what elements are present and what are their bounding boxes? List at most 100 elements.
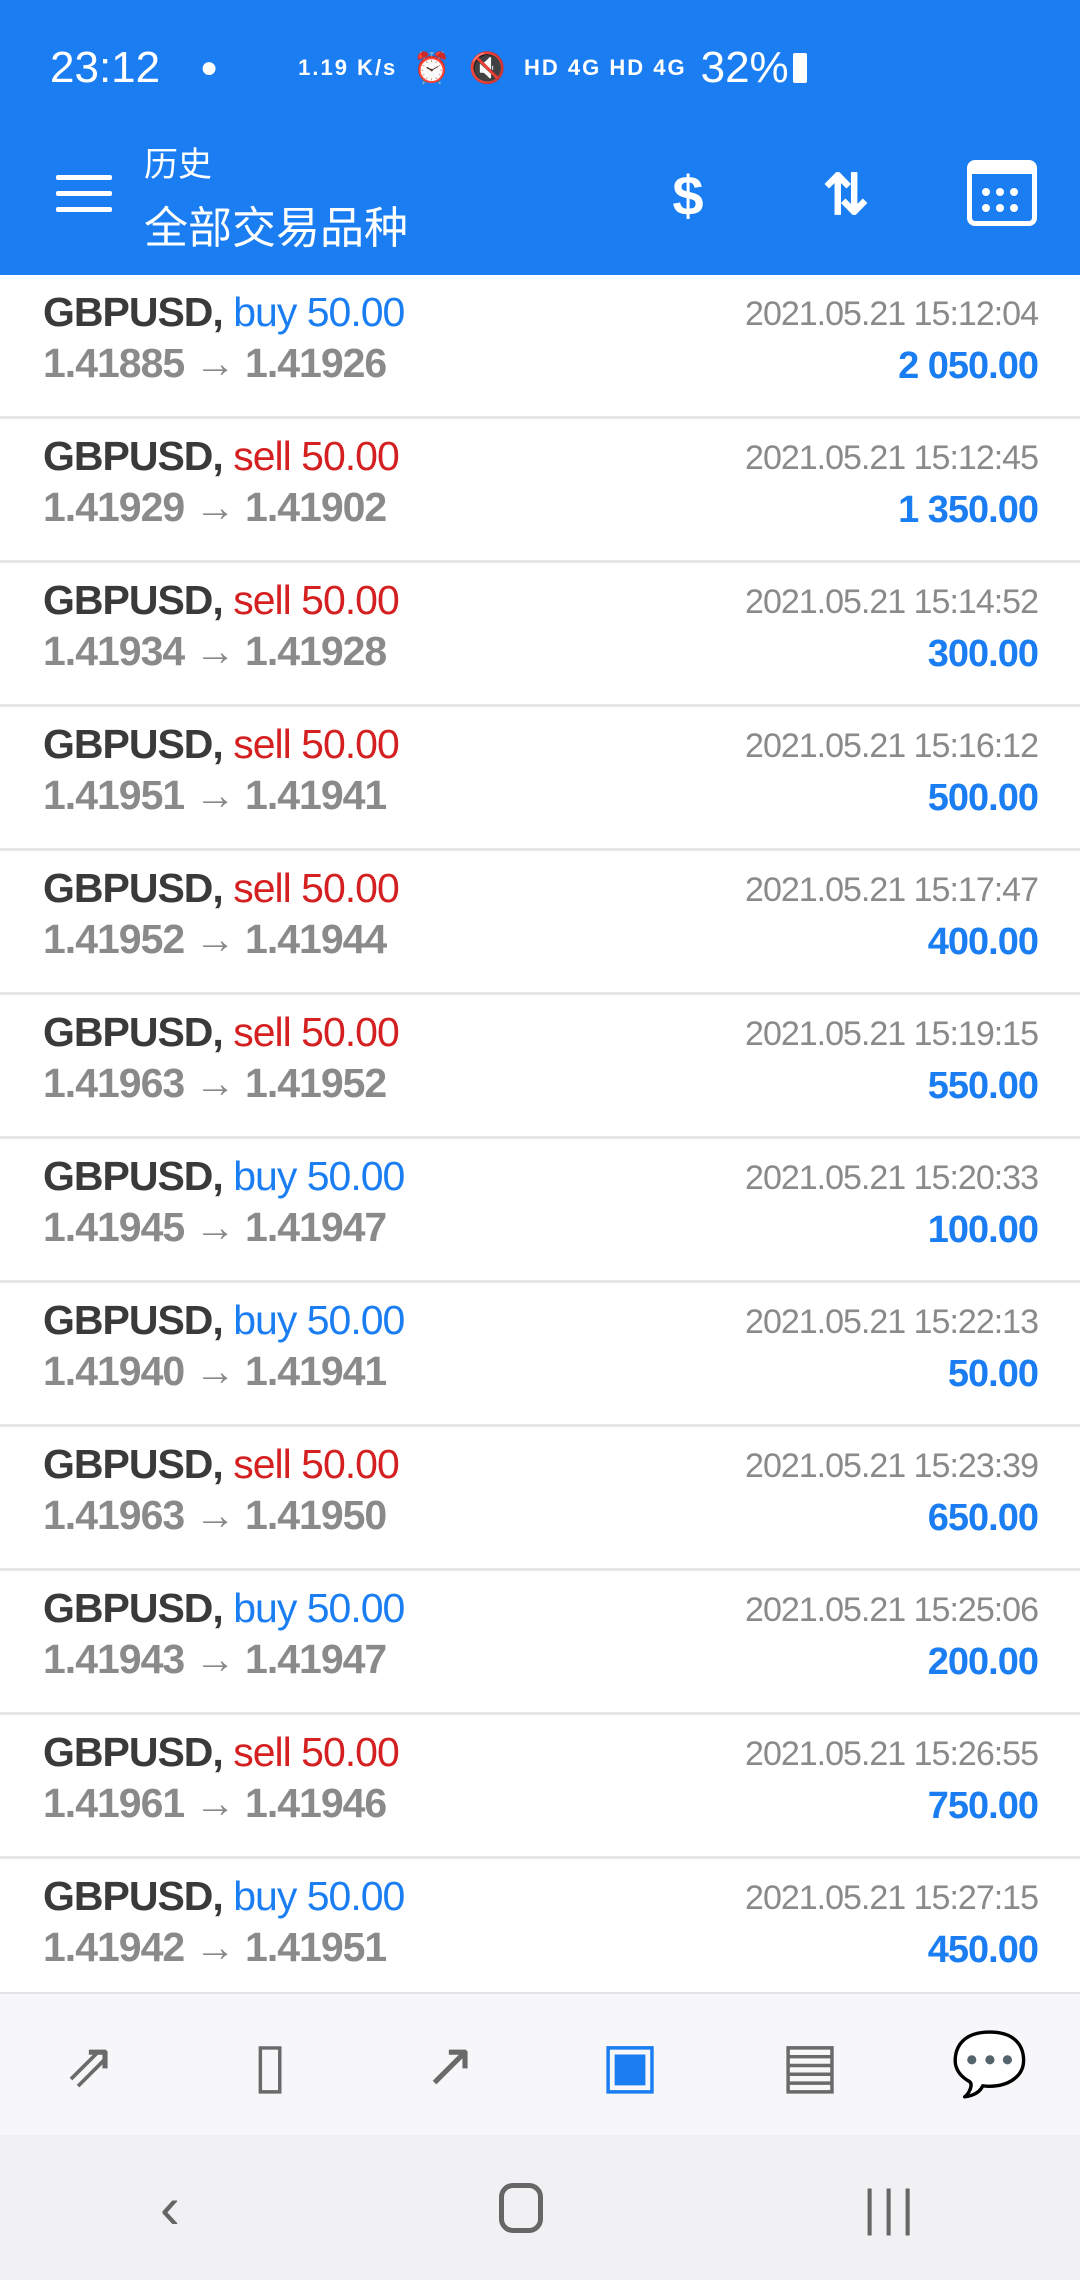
trade-symbol-line: GBPUSD, sell 50.00	[43, 721, 400, 768]
trade-row[interactable]: GBPUSD, sell 50.00 1.41952 → 1.41944 202…	[0, 851, 1080, 995]
close-price: 1.41950	[245, 1492, 387, 1538]
trade-history-list[interactable]: GBPUSD, buy 50.00 1.41885 → 1.41926 2021…	[0, 275, 1080, 2003]
arrow-icon: →	[194, 628, 236, 674]
status-time: 23:12	[50, 43, 161, 92]
history-icon[interactable]: ▣	[600, 2031, 660, 2100]
close-price: 1.41941	[245, 772, 387, 818]
open-price: 1.41961	[43, 1780, 185, 1826]
volume: 50.00	[306, 289, 406, 335]
side-label: buy	[233, 1585, 297, 1631]
arrow-icon: →	[194, 1924, 236, 1970]
price-line: 1.41940 → 1.41941	[43, 1348, 387, 1395]
trade-symbol-line: GBPUSD, buy 50.00	[43, 289, 406, 336]
symbol: GBPUSD,	[43, 1009, 224, 1055]
header-subtitle: 历史	[144, 146, 212, 184]
trade-row[interactable]: GBPUSD, buy 50.00 1.41942 → 1.41951 2021…	[0, 1859, 1080, 2003]
notification-dot: ●	[200, 51, 219, 84]
arrow-icon: →	[194, 1636, 236, 1682]
trade-row[interactable]: GBPUSD, buy 50.00 1.41945 → 1.41947 2021…	[0, 1139, 1080, 1283]
trade-time: 2021.05.21 15:22:13	[745, 1303, 1039, 1341]
network-indicator: HD 4G HD 4G	[524, 55, 687, 80]
price-line: 1.41963 → 1.41950	[43, 1492, 387, 1539]
trade-side: buy 50.00	[233, 1153, 405, 1199]
battery-icon	[792, 53, 807, 83]
mute-icon: 🔇	[468, 51, 509, 85]
chat-icon[interactable]: 💬	[951, 2030, 1029, 2099]
trade-row[interactable]: GBPUSD, buy 50.00 1.41940 → 1.41941 2021…	[0, 1283, 1080, 1427]
price-line: 1.41961 → 1.41946	[43, 1780, 387, 1827]
trade-time: 2021.05.21 15:26:55	[745, 1735, 1039, 1773]
trade-symbol-line: GBPUSD, buy 50.00	[43, 1873, 405, 1920]
volume: 50.00	[301, 1009, 400, 1055]
trade-profit: 450.00	[927, 1929, 1039, 1971]
symbol: GBPUSD,	[43, 1729, 224, 1775]
trade-row[interactable]: GBPUSD, sell 50.00 1.41934 → 1.41928 202…	[0, 563, 1080, 707]
trade-icon[interactable]: ↗	[424, 2031, 476, 2100]
news-icon[interactable]: ▤	[780, 2031, 840, 2100]
system-navigation: ‹ |||	[0, 2135, 1080, 2280]
trade-time: 2021.05.21 15:14:52	[745, 583, 1039, 621]
sort-icon[interactable]: ⇅	[822, 163, 870, 226]
trade-row[interactable]: GBPUSD, sell 50.00 1.41961 → 1.41946 202…	[0, 1715, 1080, 1859]
close-price: 1.41947	[245, 1636, 387, 1682]
recents-icon[interactable]: |||	[863, 2179, 921, 2236]
trade-row[interactable]: GBPUSD, sell 50.00 1.41929 → 1.41902 202…	[0, 419, 1080, 563]
close-price: 1.41952	[245, 1060, 387, 1106]
home-icon[interactable]	[499, 2182, 544, 2233]
trade-time: 2021.05.21 15:27:15	[745, 1879, 1039, 1917]
side-label: buy	[233, 1153, 297, 1199]
symbol: GBPUSD,	[43, 1441, 224, 1487]
trade-profit: 400.00	[927, 921, 1039, 963]
calendar-icon[interactable]	[967, 160, 1037, 226]
side-label: sell	[233, 865, 292, 911]
currency-exchange-icon[interactable]: $	[672, 163, 704, 227]
trade-row[interactable]: GBPUSD, sell 50.00 1.41951 → 1.41941 202…	[0, 707, 1080, 851]
close-price: 1.41951	[245, 1924, 387, 1970]
quotes-icon[interactable]: ⇗	[64, 2031, 116, 2100]
side-label: sell	[233, 1009, 292, 1055]
arrow-icon: →	[194, 916, 236, 962]
trade-side: buy 50.00	[233, 1873, 405, 1919]
symbol: GBPUSD,	[43, 1585, 224, 1631]
open-price: 1.41945	[43, 1204, 185, 1250]
chart-icon[interactable]: ▯	[252, 2031, 288, 2100]
close-price: 1.41944	[245, 916, 387, 962]
trade-row[interactable]: GBPUSD, buy 50.00 1.41885 → 1.41926 2021…	[0, 275, 1080, 419]
close-price: 1.41947	[245, 1204, 387, 1250]
side-label: sell	[233, 1441, 292, 1487]
symbol: GBPUSD,	[43, 865, 224, 911]
volume: 50.00	[306, 1585, 406, 1631]
trade-symbol-line: GBPUSD, sell 50.00	[43, 433, 400, 480]
trade-row[interactable]: GBPUSD, buy 50.00 1.41943 → 1.41947 2021…	[0, 1571, 1080, 1715]
open-price: 1.41934	[43, 628, 185, 674]
trade-side: buy 50.00	[233, 1297, 405, 1343]
arrow-icon: →	[194, 340, 236, 386]
symbol: GBPUSD,	[43, 577, 224, 623]
volume: 50.00	[301, 721, 400, 767]
price-line: 1.41945 → 1.41947	[43, 1204, 387, 1251]
trade-time: 2021.05.21 15:23:39	[745, 1447, 1039, 1485]
trade-side: buy 50.00	[233, 1585, 406, 1631]
trade-symbol-line: GBPUSD, buy 50.00	[43, 1153, 405, 1200]
price-line: 1.41963 → 1.41952	[43, 1060, 387, 1107]
open-price: 1.41885	[43, 340, 185, 386]
symbol: GBPUSD,	[43, 721, 224, 767]
trade-time: 2021.05.21 15:16:12	[745, 727, 1039, 765]
symbol-filter[interactable]: 全部交易品种	[144, 204, 408, 253]
trade-profit: 550.00	[927, 1065, 1039, 1107]
trade-row[interactable]: GBPUSD, sell 50.00 1.41963 → 1.41950 202…	[0, 1427, 1080, 1571]
volume: 50.00	[301, 865, 400, 911]
close-price: 1.41928	[245, 628, 387, 674]
trade-side: sell 50.00	[233, 1441, 400, 1487]
back-icon[interactable]: ‹	[159, 2174, 180, 2241]
trade-side: sell 50.00	[233, 865, 400, 911]
side-label: buy	[233, 1297, 297, 1343]
trade-side: sell 50.00	[233, 721, 400, 767]
symbol: GBPUSD,	[43, 433, 224, 479]
trade-side: buy 50.00	[233, 289, 406, 335]
side-label: sell	[233, 721, 292, 767]
price-line: 1.41952 → 1.41944	[43, 916, 387, 963]
trade-row[interactable]: GBPUSD, sell 50.00 1.41963 → 1.41952 202…	[0, 995, 1080, 1139]
menu-icon[interactable]	[56, 175, 112, 215]
open-price: 1.41940	[43, 1348, 185, 1394]
